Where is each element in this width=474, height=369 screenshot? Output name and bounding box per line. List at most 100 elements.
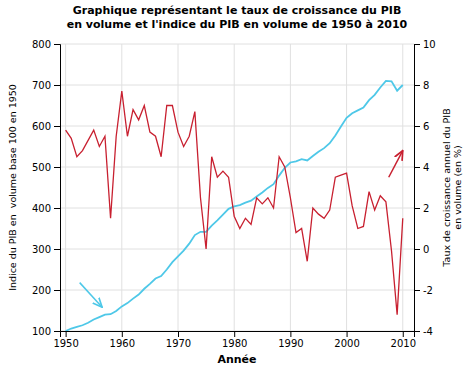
tick-label: 4 — [423, 162, 429, 173]
tick-mark — [414, 167, 420, 168]
x-axis: 1950 1960 1970 1980 1990 2000 2010 — [53, 331, 416, 349]
tick-label: 1980 — [222, 338, 247, 349]
tick: 1980 — [222, 331, 247, 349]
chart: 1950196019701980199020002010100200300400… — [0, 0, 474, 369]
tick: 400 — [32, 203, 60, 214]
tick-mark — [414, 44, 420, 45]
tick-mark — [290, 331, 291, 337]
tick: 2000 — [334, 331, 359, 349]
grid-line-x — [402, 44, 403, 331]
tick-mark — [122, 331, 123, 337]
grid-line-y — [60, 290, 414, 291]
grid-line-y — [60, 249, 414, 250]
tick-mark — [414, 249, 420, 250]
y-axis-label: Indice du PIB en volume base 100 en 1950 — [7, 84, 18, 291]
grid-line-x — [65, 44, 66, 331]
tick: 6 — [414, 121, 429, 132]
tick-mark — [347, 331, 348, 337]
grid-line-x — [121, 44, 122, 331]
tick: 100 — [32, 326, 60, 337]
tick-mark — [54, 290, 60, 291]
series-line — [66, 81, 403, 331]
y2-axis: -4 -2 0 2 4 6 8 10 — [414, 39, 436, 337]
grid-line-y — [60, 126, 414, 127]
tick-label: 400 — [32, 203, 51, 214]
y-axis: 100 200 300 400 500 600 700 800 — [32, 39, 61, 337]
tick: 300 — [32, 244, 60, 255]
grid — [60, 44, 414, 331]
tick-mark — [54, 249, 60, 250]
tick-mark — [414, 290, 420, 291]
tick-label: 10 — [423, 39, 436, 50]
tick-label: 1990 — [278, 338, 303, 349]
tick: 800 — [32, 39, 60, 50]
tick-label: 2010 — [391, 338, 416, 349]
grid-line-y — [60, 85, 414, 86]
tick-label: 100 — [32, 326, 51, 337]
grid-line-x — [178, 44, 179, 331]
tick-label: -2 — [423, 285, 433, 296]
tick: -4 — [414, 326, 433, 337]
axis-line — [415, 45, 421, 332]
tick-label: 2 — [423, 203, 429, 214]
y2-axis-label: Taux de croissance annuel du PIBen volum… — [441, 108, 463, 267]
tick: 1970 — [166, 331, 191, 349]
grid-line-x — [346, 44, 347, 331]
x-axis-label: Année — [217, 353, 256, 366]
tick-mark — [54, 331, 60, 332]
annotation-arrow — [80, 283, 102, 308]
tick-mark — [66, 331, 67, 337]
tick-label: -4 — [423, 326, 433, 337]
tick: 10 — [414, 39, 436, 50]
tick-mark — [54, 208, 60, 209]
tick-label: 300 — [32, 244, 51, 255]
tick-label: 200 — [32, 285, 51, 296]
tick-label: 600 — [32, 121, 51, 132]
tick-mark — [414, 331, 420, 332]
tick: 200 — [32, 285, 60, 296]
axis-line — [54, 45, 61, 332]
tick-mark — [178, 331, 179, 337]
title: Graphique représentant le taux de croiss… — [67, 4, 408, 31]
tick-label: 1950 — [53, 338, 78, 349]
grid-line-x — [234, 44, 235, 331]
tick-label: 1970 — [166, 338, 191, 349]
tick: 600 — [32, 121, 60, 132]
tick-label: 1960 — [110, 338, 135, 349]
tick-mark — [54, 126, 60, 127]
axis-line — [61, 332, 415, 338]
grid-line-y — [60, 44, 414, 45]
tick: 700 — [32, 80, 60, 91]
tick: 0 — [414, 244, 429, 255]
tick-mark — [54, 85, 60, 86]
grid-line-y — [60, 208, 414, 209]
annotation-arrow — [389, 151, 403, 178]
tick: 2 — [414, 203, 429, 214]
tick-mark — [414, 126, 420, 127]
tick-mark — [414, 208, 420, 209]
tick-label: 6 — [423, 121, 429, 132]
tick-mark — [54, 44, 60, 45]
tick: 1990 — [278, 331, 303, 349]
tick: 1950 — [53, 331, 78, 349]
tick-label: 2000 — [334, 338, 359, 349]
tick-label: 800 — [32, 39, 51, 50]
tick-label: 0 — [423, 244, 429, 255]
series-line — [66, 91, 403, 314]
grid-line-x — [290, 44, 291, 331]
tick-label: 500 — [32, 162, 51, 173]
tick-mark — [54, 167, 60, 168]
tick: 4 — [414, 162, 429, 173]
tick-label: 700 — [32, 80, 51, 91]
tick: -2 — [414, 285, 433, 296]
tick: 8 — [414, 80, 429, 91]
tick-mark — [403, 331, 404, 337]
tick-mark — [234, 331, 235, 337]
tick: 2010 — [391, 331, 416, 349]
tick-label: 8 — [423, 80, 429, 91]
tick: 500 — [32, 162, 60, 173]
tick: 1960 — [110, 331, 135, 349]
plot-area — [66, 81, 403, 331]
tick-mark — [414, 85, 420, 86]
grid-line-y — [60, 167, 414, 168]
